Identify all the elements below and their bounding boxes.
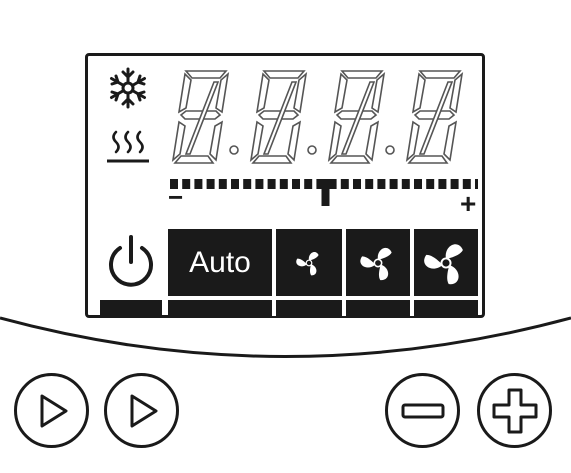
- digit-4: [406, 70, 463, 164]
- level-tick: [377, 179, 386, 189]
- level-marker: [321, 179, 330, 206]
- power-icon[interactable]: [102, 232, 160, 290]
- level-tick: [462, 179, 471, 189]
- level-tick: [414, 179, 422, 189]
- fan-low-icon: [296, 251, 319, 275]
- level-tick: [170, 179, 178, 189]
- level-tick: [279, 179, 288, 189]
- level-scale: [170, 179, 478, 206]
- level-tick: [328, 179, 337, 189]
- level-tick: [316, 179, 325, 189]
- mode-auto-label: Auto: [189, 245, 251, 279]
- level-tick: [194, 179, 203, 189]
- fan-medium-icon: [360, 247, 392, 280]
- level-tick: [340, 179, 349, 189]
- level-tick: [401, 179, 410, 189]
- plus-icon: [492, 388, 537, 433]
- level-tick: [304, 179, 313, 189]
- level-tick: [255, 179, 264, 189]
- level-tick: [389, 179, 398, 189]
- minus-icon: [401, 403, 444, 418]
- play-icon: [130, 394, 157, 427]
- digit-2: [250, 70, 307, 164]
- level-tick: [438, 179, 447, 189]
- level-tick: [365, 179, 374, 189]
- level-tick: [426, 179, 435, 189]
- minus-button[interactable]: [385, 373, 460, 448]
- indicator-gap: [410, 296, 414, 316]
- play-button-2[interactable]: [104, 373, 179, 448]
- level-tick: [292, 179, 300, 189]
- indicator-gap: [342, 296, 346, 316]
- level-tick: [206, 179, 215, 189]
- mode-fan-high[interactable]: [414, 229, 478, 296]
- indicator-bar-power: [100, 300, 162, 316]
- fan-high-icon: [424, 243, 463, 284]
- digit-1: [172, 70, 229, 164]
- digit-3: [328, 70, 385, 164]
- level-tick: [243, 179, 252, 189]
- indicator-gap: [272, 296, 276, 316]
- play-button-1[interactable]: [14, 373, 89, 448]
- seven-segment-display: [172, 70, 463, 164]
- decimal-point-1: [229, 145, 239, 155]
- mode-fan-medium[interactable]: [346, 229, 410, 296]
- decimal-point-2: [307, 145, 317, 155]
- decimal-point-3: [385, 145, 395, 155]
- level-tick: [353, 179, 361, 189]
- mode-auto[interactable]: Auto: [168, 229, 272, 296]
- level-tick: [231, 179, 239, 189]
- level-scale-ticks: [170, 179, 478, 206]
- level-plus-label: +: [460, 188, 477, 219]
- heat-waves-icon: [107, 130, 149, 163]
- level-tick: [267, 179, 276, 189]
- level-tick: [475, 179, 478, 189]
- snowflake-icon: [110, 67, 146, 109]
- indicator-bar-modes: [168, 300, 478, 316]
- level-tick: [218, 179, 227, 189]
- plus-button[interactable]: [477, 373, 552, 448]
- mode-fan-low[interactable]: [276, 229, 342, 296]
- level-minus-label: −: [168, 182, 184, 212]
- level-tick: [182, 179, 191, 189]
- level-tick: [450, 179, 459, 189]
- play-icon: [40, 394, 67, 427]
